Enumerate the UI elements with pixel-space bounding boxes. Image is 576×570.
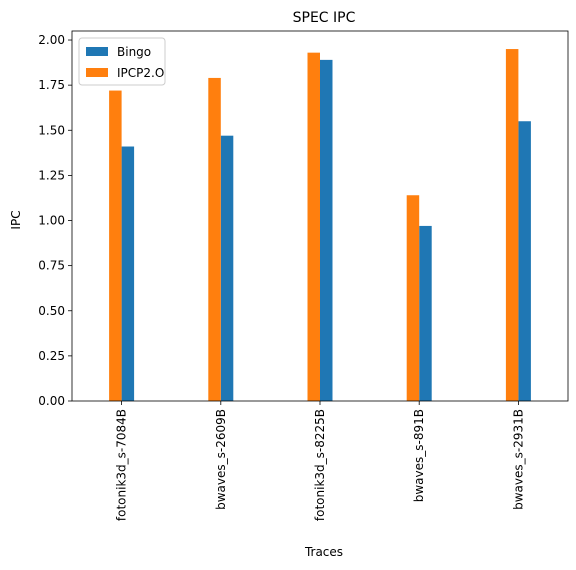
x-tick-label: fotonik3d_s-8225B xyxy=(313,409,327,521)
legend-label: IPCP2.O xyxy=(117,66,164,80)
y-axis-label: IPC xyxy=(9,210,23,229)
y-tick-label: 1.50 xyxy=(38,123,65,137)
y-tick-label: 0.25 xyxy=(38,349,65,363)
legend-swatch xyxy=(86,47,108,56)
legend-swatch xyxy=(86,68,108,77)
bar-ipcp2-o-4 xyxy=(505,49,519,402)
bar-ipcp2-o-1 xyxy=(208,77,221,402)
bar-bingo-3 xyxy=(419,225,432,401)
y-tick-label: 1.00 xyxy=(38,214,65,228)
y-tick-label: 1.75 xyxy=(38,78,65,92)
x-tick-label: bwaves_s-2931B xyxy=(511,409,525,510)
x-tick-label: bwaves_s-891B xyxy=(412,409,426,502)
bar-ipcp2-o-3 xyxy=(406,195,420,401)
x-axis: fotonik3d_s-7084B bwaves_s-2609B fotonik3d… xyxy=(115,401,525,521)
x-axis-label: Traces xyxy=(304,545,343,559)
legend: Bingo IPCP2.O xyxy=(78,37,166,86)
y-tick-label: 1.25 xyxy=(38,168,65,182)
y-axis: 0.00 0.25 0.50 0.75 1.00 1.25 1.50 1.75 2.00 xyxy=(38,33,72,408)
chart-title: SPEC IPC xyxy=(293,10,356,26)
bars-layer xyxy=(109,49,531,402)
y-tick-label: 0.00 xyxy=(38,394,65,408)
bar-bingo-1 xyxy=(220,135,234,401)
x-tick-label: fotonik3d_s-7084B xyxy=(115,409,129,521)
legend-label: Bingo xyxy=(117,45,151,59)
bar-ipcp2-o-2 xyxy=(307,52,320,401)
bar-ipcp2-o-0 xyxy=(109,90,122,401)
bar-bingo-0 xyxy=(121,146,135,401)
bar-bingo-2 xyxy=(320,59,333,401)
y-tick-label: 0.75 xyxy=(38,259,65,273)
x-tick-label: bwaves_s-2609B xyxy=(214,409,228,510)
plot-frame xyxy=(71,30,569,402)
bar-bingo-4 xyxy=(518,121,531,402)
y-tick-label: 0.50 xyxy=(38,304,65,318)
y-tick-label: 2.00 xyxy=(38,33,65,47)
